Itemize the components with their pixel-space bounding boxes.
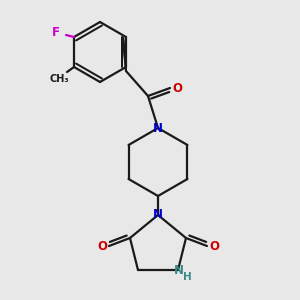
Text: F: F <box>52 26 60 38</box>
Text: H: H <box>183 272 191 282</box>
Text: O: O <box>172 82 182 94</box>
Text: N: N <box>153 208 163 221</box>
Text: N: N <box>153 122 163 134</box>
Text: O: O <box>209 239 219 253</box>
Text: O: O <box>97 239 107 253</box>
Text: CH₃: CH₃ <box>49 74 69 84</box>
Text: N: N <box>174 263 184 277</box>
